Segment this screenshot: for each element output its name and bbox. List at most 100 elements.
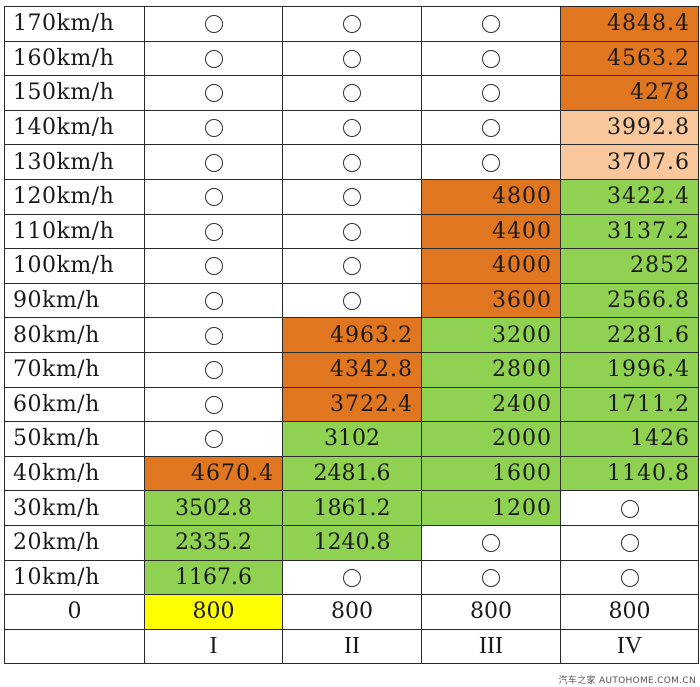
empty-circle-cell — [144, 213, 283, 250]
rpm-value-cell: 4278 — [560, 75, 699, 111]
gear-label: I — [144, 628, 283, 665]
empty-circle-cell — [421, 40, 561, 77]
circle-icon — [482, 153, 500, 172]
circle-icon — [204, 395, 223, 414]
empty-circle-cell — [144, 144, 283, 180]
speed-label: 70km/h — [4, 351, 145, 388]
empty-circle-cell — [282, 178, 422, 215]
empty-circle-cell — [282, 248, 422, 284]
rpm-value-cell: 800 — [144, 594, 283, 630]
speed-label: 140km/h — [4, 109, 145, 146]
speed-label: 50km/h — [4, 421, 145, 457]
circle-icon — [204, 257, 223, 276]
circle-icon — [620, 499, 639, 518]
empty-circle-cell — [421, 75, 561, 111]
empty-circle-cell — [282, 40, 422, 77]
rpm-value-cell: 4342.8 — [282, 351, 422, 388]
circle-icon — [482, 84, 500, 103]
empty-circle-cell — [282, 109, 422, 146]
table-row: 0 800 800 800 800 — [4, 594, 699, 630]
rpm-value-cell: 4000 — [421, 248, 561, 284]
circle-icon — [620, 534, 639, 553]
circle-icon — [482, 49, 500, 68]
empty-circle-cell — [282, 282, 422, 319]
rpm-value-cell: 2481.6 — [282, 455, 422, 492]
table-row: 40km/h 4670.4 2481.6 1600 1140.8 — [4, 455, 699, 492]
circle-icon — [204, 84, 223, 103]
speed-label: 160km/h — [4, 40, 145, 77]
empty-circle-cell — [144, 178, 283, 215]
table-row: 60km/h 3722.4 2400 1711.2 — [4, 386, 699, 423]
speed-label: 120km/h — [4, 178, 145, 215]
empty-circle-cell — [282, 75, 422, 111]
rpm-value-cell: 1140.8 — [560, 455, 699, 492]
circle-icon — [343, 153, 361, 172]
rpm-value-cell: 2000 — [421, 421, 561, 457]
circle-icon — [204, 15, 223, 34]
corner-cell — [4, 628, 145, 665]
speed-label: 20km/h — [4, 524, 145, 561]
table-row: 150km/h 4278 — [4, 75, 699, 111]
empty-circle-cell — [421, 109, 561, 146]
rpm-value-cell: 3422.4 — [560, 178, 699, 215]
empty-circle-cell — [144, 421, 283, 457]
empty-circle-cell — [560, 559, 699, 596]
rpm-value-cell: 800 — [421, 594, 561, 630]
rpm-value-cell: 1600 — [421, 455, 561, 492]
rpm-value-cell: 4963.2 — [282, 317, 422, 353]
rpm-value-cell: 4800 — [421, 178, 561, 215]
circle-icon — [204, 361, 223, 380]
speed-label: 0 — [4, 594, 145, 630]
rpm-value-cell: 4563.2 — [560, 40, 699, 77]
rpm-value-cell: 1861.2 — [282, 490, 422, 526]
rpm-value-cell: 1426 — [560, 421, 699, 457]
gear-header-row: I II III IV — [4, 628, 699, 665]
table-row: 100km/h 4000 2852 — [4, 248, 699, 284]
circle-icon — [204, 49, 223, 68]
gear-label: IV — [560, 628, 699, 665]
circle-icon — [343, 84, 361, 103]
empty-circle-cell — [144, 282, 283, 319]
circle-icon — [620, 568, 639, 587]
circle-icon — [343, 119, 361, 138]
speed-label: 100km/h — [4, 248, 145, 284]
speed-label: 60km/h — [4, 386, 145, 423]
rpm-value-cell: 1200 — [421, 490, 561, 526]
rpm-value-cell: 2335.2 — [144, 524, 283, 561]
rpm-value-cell: 3992.8 — [560, 109, 699, 146]
circle-icon — [343, 49, 361, 68]
table-row: 90km/h 3600 2566.8 — [4, 282, 699, 319]
empty-circle-cell — [560, 490, 699, 526]
rpm-value-cell: 1996.4 — [560, 351, 699, 388]
speed-label: 150km/h — [4, 75, 145, 111]
speed-label: 40km/h — [4, 455, 145, 492]
rpm-value-cell: 3502.8 — [144, 490, 283, 526]
empty-circle-cell — [144, 40, 283, 77]
table-row: 170km/h 4848.4 — [4, 6, 699, 42]
rpm-value-cell: 2852 — [560, 248, 699, 284]
empty-circle-cell — [144, 351, 283, 388]
speed-label: 80km/h — [4, 317, 145, 353]
rpm-value-cell: 3200 — [421, 317, 561, 353]
circle-icon — [482, 119, 500, 138]
circle-icon — [482, 15, 500, 34]
rpm-value-cell: 4848.4 — [560, 6, 699, 42]
empty-circle-cell — [144, 6, 283, 42]
rpm-value-cell: 2400 — [421, 386, 561, 423]
watermark: 汽车之家 AUTOHOME.COM.CN — [558, 673, 696, 686]
empty-circle-cell — [282, 559, 422, 596]
empty-circle-cell — [421, 524, 561, 561]
speed-label: 90km/h — [4, 282, 145, 319]
table-row: 130km/h 3707.6 — [4, 144, 699, 180]
circle-icon — [204, 153, 223, 172]
rpm-value-cell: 3137.2 — [560, 213, 699, 250]
table-row: 120km/h 4800 3422.4 — [4, 178, 699, 215]
circle-icon — [343, 568, 361, 587]
empty-circle-cell — [282, 6, 422, 42]
rpm-value-cell: 3722.4 — [282, 386, 422, 423]
rpm-value-cell: 4400 — [421, 213, 561, 250]
speed-label: 10km/h — [4, 559, 145, 596]
circle-icon — [204, 119, 223, 138]
empty-circle-cell — [421, 144, 561, 180]
rpm-value-cell: 800 — [282, 594, 422, 630]
